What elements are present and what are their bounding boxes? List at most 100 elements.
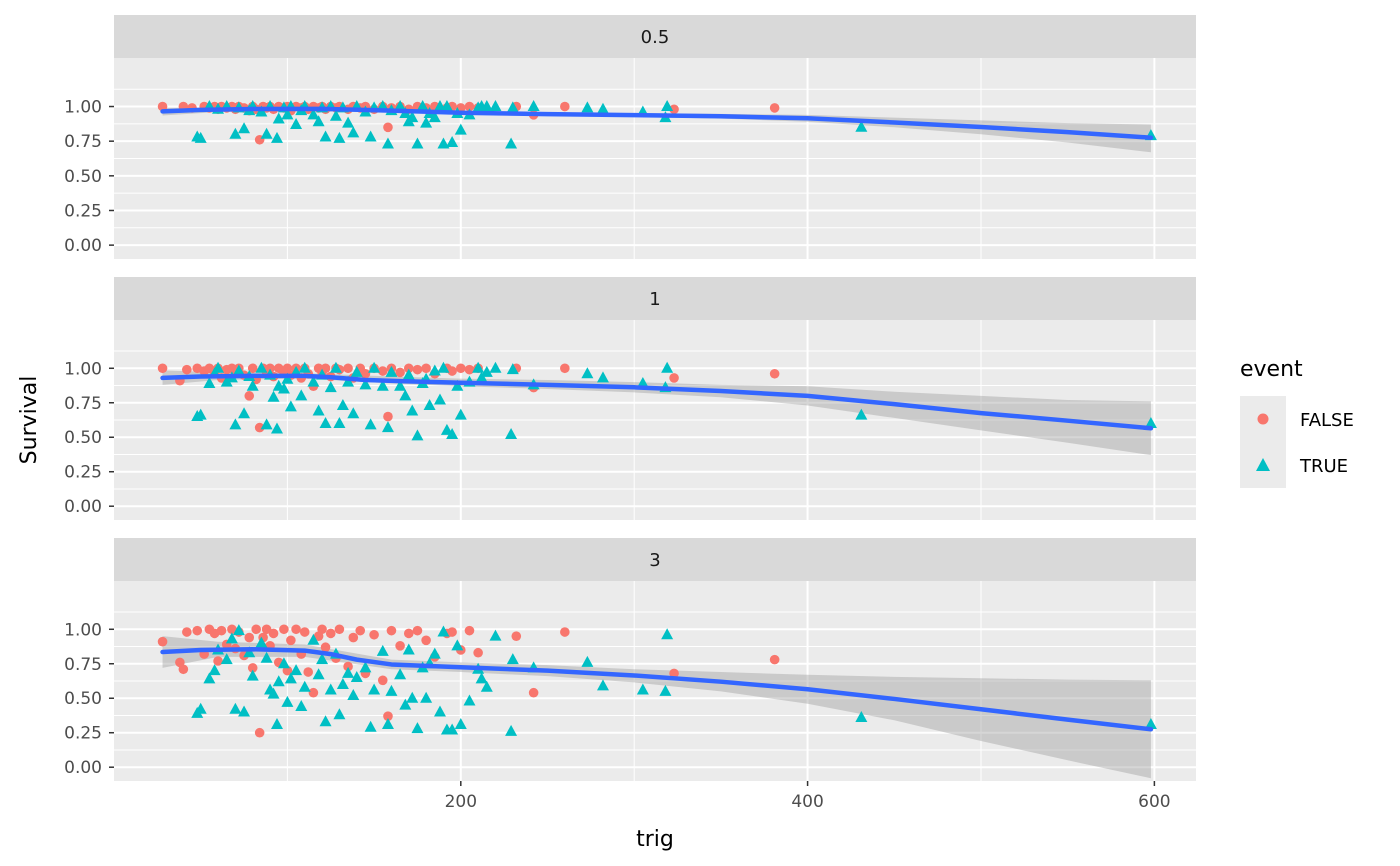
point-true	[333, 416, 346, 428]
point-false	[360, 368, 371, 379]
point-true	[307, 633, 320, 645]
point-true	[505, 137, 518, 149]
facet-strip	[114, 277, 1196, 320]
point-true	[402, 643, 415, 655]
point-false	[769, 368, 780, 379]
x-tick-label: 200	[445, 792, 477, 812]
point-true	[454, 717, 467, 729]
point-true	[229, 418, 242, 430]
point-true	[333, 131, 346, 143]
point-false	[455, 363, 466, 374]
point-false	[343, 661, 353, 672]
y-tick-label: 1.00	[64, 620, 102, 640]
point-true	[336, 677, 349, 689]
point-true	[1144, 416, 1157, 428]
point-false	[355, 625, 366, 636]
point-true	[295, 700, 308, 712]
panel-1: 1 0.00 0.25 0.50 0.75 1.00	[64, 277, 1196, 520]
point-false	[769, 654, 780, 665]
point-true	[454, 408, 467, 420]
point-true	[243, 646, 256, 658]
point-false	[254, 727, 265, 738]
point-true	[260, 127, 273, 139]
point-true	[855, 711, 868, 723]
point-true	[480, 100, 493, 112]
point-true	[581, 101, 594, 113]
point-true	[324, 381, 337, 393]
point-true	[281, 372, 294, 384]
y-tick-label: 0.50	[64, 167, 102, 187]
point-true	[446, 723, 459, 735]
point-true	[596, 371, 609, 383]
point-true	[270, 131, 283, 143]
point-true	[194, 702, 207, 714]
point-true	[440, 100, 453, 112]
point-false	[383, 711, 393, 721]
y-tick-label: 0.75	[64, 394, 102, 414]
point-true	[212, 361, 225, 373]
point-false	[279, 624, 289, 635]
point-true	[347, 126, 360, 138]
point-false	[343, 363, 353, 374]
point-true	[290, 118, 303, 130]
point-true	[428, 364, 441, 376]
legend-label-false: FALSE	[1300, 410, 1354, 431]
point-true	[411, 722, 424, 734]
point-true	[272, 112, 285, 124]
point-true	[229, 702, 242, 714]
point-true	[295, 389, 308, 401]
point-true	[194, 131, 207, 143]
point-true	[284, 400, 297, 412]
point-false	[403, 363, 414, 374]
facet-strip	[114, 538, 1196, 581]
point-false	[447, 627, 457, 637]
point-true	[446, 136, 459, 148]
legend-key-false-point	[1257, 413, 1269, 425]
y-tick-label: 0.25	[64, 724, 102, 744]
y-tick-label: 0.00	[64, 236, 102, 256]
facet-strip-label: 1	[649, 289, 660, 310]
point-true	[505, 724, 518, 736]
point-false	[403, 628, 414, 639]
point-true	[290, 664, 303, 676]
point-true	[342, 375, 355, 387]
point-true	[437, 625, 450, 637]
point-false	[412, 625, 423, 636]
point-true	[399, 389, 412, 401]
point-true	[661, 361, 674, 373]
point-true	[267, 687, 280, 699]
point-true	[272, 675, 285, 687]
point-true	[527, 100, 540, 112]
point-false	[334, 624, 345, 635]
point-false	[192, 625, 203, 636]
point-false	[348, 632, 359, 643]
point-false	[464, 625, 475, 636]
point-true	[381, 137, 394, 149]
point-false	[244, 391, 255, 401]
point-true	[255, 361, 268, 373]
point-false	[244, 632, 255, 643]
facet-strip-label: 0.5	[641, 27, 670, 48]
y-tick-label: 0.75	[64, 655, 102, 675]
y-tick-label: 0.00	[64, 758, 102, 778]
y-tick-label: 0.50	[64, 689, 102, 709]
point-true	[472, 361, 485, 373]
y-axis-title: Survival	[17, 376, 42, 465]
point-true	[489, 361, 502, 373]
point-true	[661, 628, 674, 640]
point-true	[437, 361, 450, 373]
point-true	[376, 644, 389, 656]
point-false	[511, 631, 522, 641]
point-false	[157, 363, 168, 374]
point-true	[238, 407, 251, 419]
point-true	[394, 379, 407, 391]
point-false	[473, 647, 483, 658]
point-true	[312, 668, 325, 680]
point-true	[475, 672, 488, 684]
point-true	[246, 669, 259, 681]
point-true	[451, 379, 464, 391]
point-true	[238, 705, 251, 717]
point-true	[347, 688, 360, 700]
point-true	[364, 720, 377, 732]
point-false	[669, 373, 679, 383]
